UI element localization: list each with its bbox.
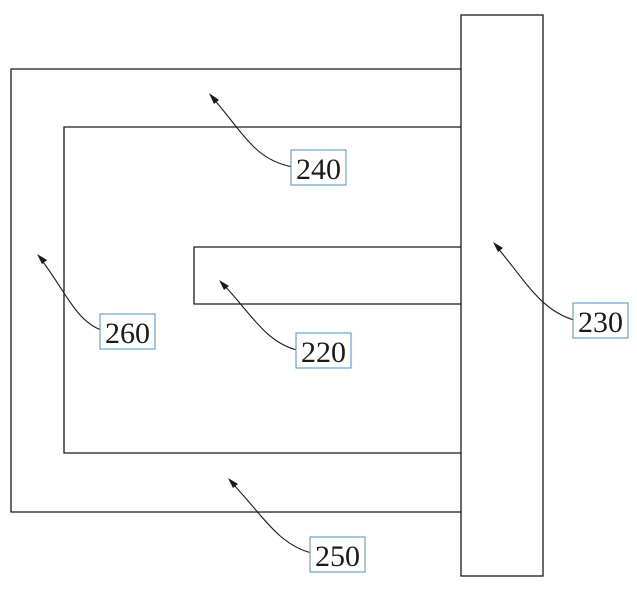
label-260: 260 xyxy=(99,313,156,350)
label-250-text: 250 xyxy=(315,540,360,573)
label-260-text: 260 xyxy=(105,317,150,350)
leader-260 xyxy=(37,254,102,331)
inner-frame xyxy=(63,126,461,454)
label-250: 250 xyxy=(309,536,366,573)
vertical-plate xyxy=(460,14,544,577)
label-230-text: 230 xyxy=(578,306,623,339)
leader-230 xyxy=(493,242,575,321)
label-220-text: 220 xyxy=(301,336,346,369)
outer-frame xyxy=(10,68,461,513)
central-bar xyxy=(193,246,461,305)
label-240-text: 240 xyxy=(296,153,341,186)
leader-240 xyxy=(209,93,294,168)
leader-220 xyxy=(219,280,298,351)
label-230: 230 xyxy=(572,302,629,339)
label-220: 220 xyxy=(295,332,352,369)
leader-250 xyxy=(228,478,313,554)
label-240: 240 xyxy=(290,149,347,186)
